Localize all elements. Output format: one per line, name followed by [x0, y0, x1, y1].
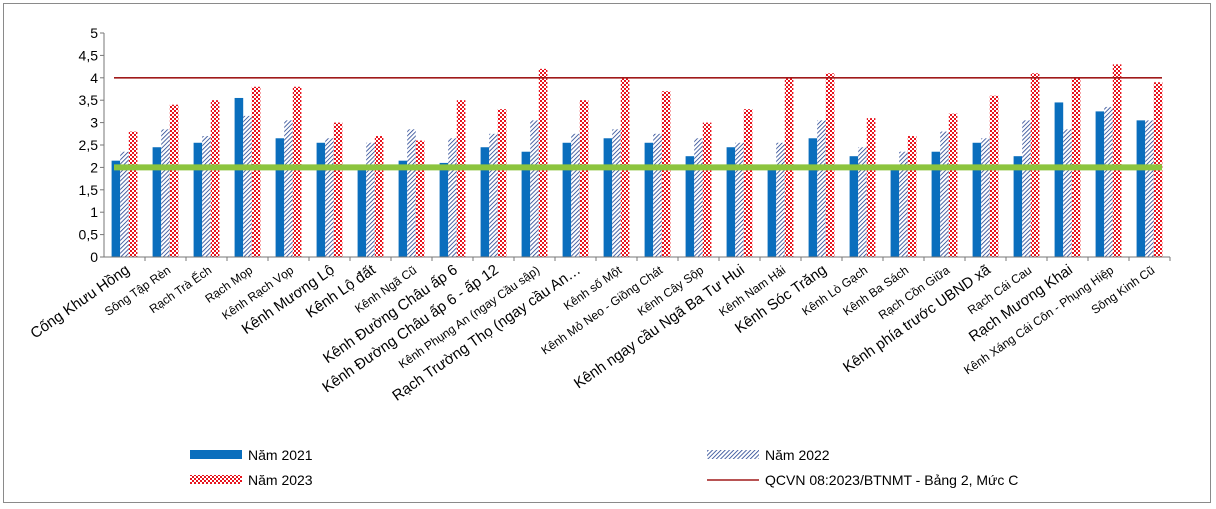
bar-1-7	[357, 167, 367, 257]
y-tick-label: 0	[90, 249, 98, 265]
bar-2-21	[940, 131, 949, 257]
bar-2-3	[202, 136, 211, 257]
bar-1-17	[767, 167, 777, 257]
bar-2-14	[653, 133, 662, 257]
y-tick-label: 1,5	[79, 182, 99, 198]
bar-3-10	[497, 109, 507, 257]
bar-2-8	[407, 129, 416, 257]
y-tick-label: 1	[90, 204, 98, 220]
bar-2-25	[1104, 106, 1113, 257]
bar-3-20	[907, 136, 917, 257]
bar-2-20	[899, 151, 908, 257]
y-tick-label: 4,5	[79, 47, 99, 63]
bar-1-5	[275, 138, 285, 257]
bar-2-9	[448, 138, 457, 257]
bar-1-8	[398, 160, 408, 257]
bar-3-4	[251, 86, 261, 257]
bar-1-6	[316, 142, 326, 257]
bar-3-7	[374, 136, 384, 257]
bar-3-11	[538, 68, 548, 257]
bar-1-15	[685, 156, 695, 257]
bar-1-20	[890, 167, 900, 257]
bar-1-2	[152, 147, 162, 257]
bar-1-23	[1013, 156, 1023, 257]
bar-3-14	[661, 91, 671, 258]
bar-3-22	[989, 95, 999, 257]
bar-2-10	[489, 133, 498, 257]
y-tick-label: 5	[90, 25, 98, 41]
bar-2-7	[366, 142, 375, 257]
bar-2-12	[571, 133, 580, 257]
legend: Năm 2021 Năm 2022 Năm 2023 QCVN 08:2023/BTN…	[190, 447, 1018, 488]
y-tick-label: 3	[90, 115, 98, 131]
bar-3-21	[948, 113, 958, 257]
bar-2-24	[1063, 129, 1072, 257]
bar-2-11	[530, 120, 539, 257]
legend-label: QCVN 08:2023/BTNMT - Bảng 2, Mức C	[765, 472, 1018, 488]
bar-3-8	[415, 140, 425, 257]
chart-frame: 0 0,5 1 1,5 2 2,5 3 3,5 4 4,5 5 Cống Khưu Hồng Sông…	[3, 3, 1211, 503]
bar-3-9	[456, 100, 466, 257]
bar-1-1	[111, 160, 121, 257]
bar-3-12	[579, 100, 589, 257]
bar-2-6	[325, 138, 334, 257]
bar-1-3	[193, 142, 203, 257]
bar-2-4	[243, 115, 252, 257]
bar-3-16	[743, 109, 753, 257]
bar-3-2	[169, 104, 179, 258]
bar-2-16	[735, 142, 744, 257]
bar-3-6	[333, 122, 343, 257]
bar-1-10	[480, 147, 490, 257]
legend-swatch	[190, 475, 242, 484]
bar-3-15	[702, 122, 712, 257]
reference-lines	[114, 77, 1162, 171]
bar-1-12	[562, 142, 572, 257]
bar-1-21	[931, 151, 941, 257]
bar-3-5	[292, 86, 302, 257]
bar-3-19	[866, 118, 876, 258]
y-tick-label: 2,5	[79, 137, 99, 153]
legend-swatch	[190, 450, 242, 459]
bar-2-26	[1145, 120, 1154, 257]
bar-1-22	[972, 142, 982, 257]
bar-2-15	[694, 138, 703, 257]
legend-label: Năm 2021	[248, 447, 313, 463]
bars	[111, 64, 1163, 258]
bar-2-19	[858, 147, 867, 257]
bar-2-17	[776, 142, 785, 257]
bar-1-13	[603, 138, 613, 257]
bar-chart: 0 0,5 1 1,5 2 2,5 3 3,5 4 4,5 5 Cống Khưu HồngSông…	[27, 25, 1171, 488]
bar-2-1	[120, 151, 129, 257]
bar-3-1	[128, 131, 138, 257]
bar-2-18	[817, 120, 826, 257]
bar-1-11	[521, 151, 531, 257]
bar-3-3	[210, 100, 220, 257]
bar-2-13	[612, 129, 621, 257]
y-axis: 0 0,5 1 1,5 2 2,5 3 3,5 4 4,5 5	[79, 25, 105, 265]
bar-2-2	[161, 129, 170, 257]
bar-1-14	[644, 142, 654, 257]
bar-3-25	[1112, 64, 1122, 257]
bar-2-23	[1022, 120, 1031, 257]
bar-1-4	[234, 97, 244, 258]
legend-swatch	[707, 450, 759, 459]
bar-2-5	[284, 120, 293, 257]
bar-1-18	[808, 138, 818, 257]
y-tick-label: 4	[90, 70, 98, 86]
bar-1-9	[439, 162, 449, 257]
y-tick-label: 0,5	[79, 227, 99, 243]
bar-2-22	[981, 138, 990, 257]
bar-1-19	[849, 156, 859, 257]
y-tick-label: 3,5	[79, 92, 99, 108]
bar-1-24	[1054, 102, 1064, 257]
bar-1-25	[1095, 111, 1105, 258]
legend-label: Năm 2022	[765, 447, 830, 463]
bar-1-16	[726, 147, 736, 257]
y-tick-label: 2	[90, 159, 98, 175]
bar-1-26	[1136, 120, 1146, 257]
legend-label: Năm 2023	[248, 472, 313, 488]
